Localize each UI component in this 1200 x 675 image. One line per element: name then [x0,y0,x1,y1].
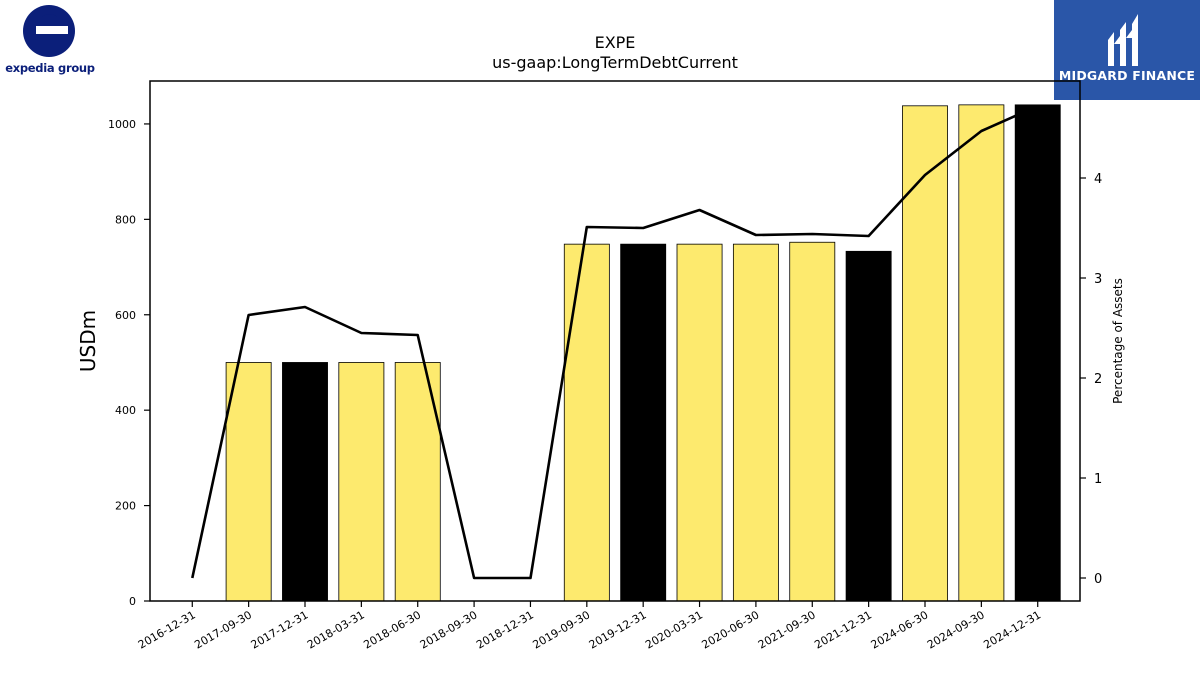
expedia-logo-icon [23,5,75,57]
plot-frame [149,80,1081,602]
y2-tick-label: 1 [1094,472,1102,487]
y-tick-label: 400 [115,404,136,417]
x-tick-label: 2024-12-31 [981,608,1043,651]
bar-series [225,104,1061,602]
bar [1014,104,1061,602]
percentage-line [191,104,1039,580]
y-axis-label: USDm [76,310,100,372]
bar [338,362,385,602]
y2-tick-label: 3 [1094,272,1102,287]
bar [902,105,948,602]
x-tick-label: 2021-12-31 [812,608,874,651]
y2-axis-label: Percentage of Assets [1111,278,1125,404]
y-tick-label: 0 [129,595,136,608]
bar [282,362,328,602]
x-tick-label: 2017-09-30 [192,608,254,651]
midgard-logo-icon [1054,0,1200,100]
line-series [191,104,1039,580]
y2-tick-label: 0 [1094,572,1102,587]
bar [789,241,836,602]
expedia-logo-text: expedia group [5,61,95,75]
x-tick-label: 2020-03-31 [643,608,705,651]
bar [732,243,779,602]
chart-subtitle: us-gaap:LongTermDebtCurrent [492,53,738,72]
x-tick-label: 2024-09-30 [925,608,987,651]
x-tick-label: 2018-09-30 [418,608,480,651]
x-axis: 2016-12-312017-09-302017-12-312018-03-31… [136,601,1043,652]
x-tick-label: 2019-09-30 [530,608,592,651]
bar [845,250,892,602]
expedia-group-logo: expedia group [0,0,100,82]
right-axis: 0 1 2 3 4 [1080,172,1102,587]
y-tick-label: 600 [115,309,136,322]
midgard-finance-logo: MIDGARD FINANCE [1054,0,1200,100]
bar [958,104,1005,602]
x-tick-label: 2016-12-31 [136,608,198,651]
bar [620,243,667,602]
x-tick-label: 2020-06-30 [700,608,762,651]
x-tick-label: 2018-12-31 [474,608,536,651]
y-tick-label: 1000 [108,118,136,131]
y-tick-label: 200 [115,500,136,513]
y2-tick-label: 4 [1094,172,1102,187]
bar [225,362,272,602]
x-tick-label: 2017-12-31 [249,608,311,651]
x-tick-label: 2024-06-30 [869,608,931,651]
y2-tick-label: 2 [1094,372,1102,387]
bar [563,243,610,602]
left-axis: 0 200 400 600 800 1000 [108,118,150,608]
midgard-logo-text: MIDGARD FINANCE [1058,68,1196,83]
x-tick-label: 2018-06-30 [361,608,423,651]
bar [676,243,723,602]
chart-title: EXPE [595,33,636,52]
x-tick-label: 2021-09-30 [756,608,818,651]
y-tick-label: 800 [115,213,136,226]
x-tick-label: 2018-03-31 [305,608,367,651]
x-tick-label: 2019-12-31 [587,608,649,651]
